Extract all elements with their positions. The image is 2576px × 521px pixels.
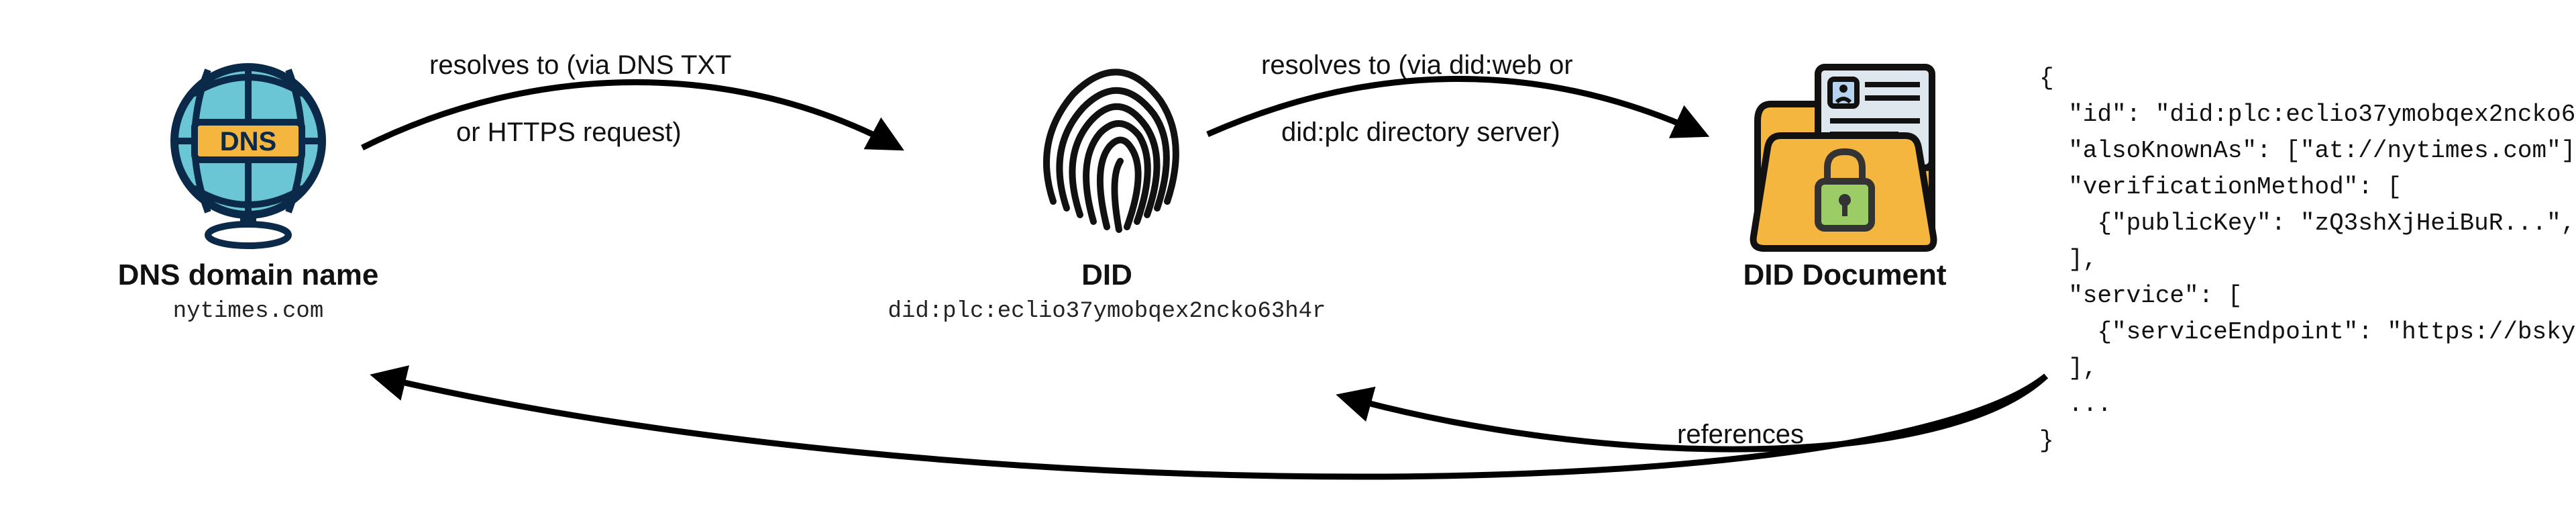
json-line: {"publicKey": "zQ3shXjHeiBuR...", ...} — [2039, 209, 2576, 237]
dns-globe-icon: DNS — [161, 54, 335, 258]
json-line: ], — [2039, 354, 2097, 382]
edge-did-doc-label-line2: did:plc directory server) — [1281, 114, 1560, 150]
node-diddoc: DID Document — [1677, 47, 2012, 292]
json-line: ... — [2039, 391, 2112, 418]
json-line: "alsoKnownAs": ["at://nytimes.com"], — [2039, 137, 2576, 164]
node-dns-title: DNS domain name — [80, 258, 416, 292]
node-dns: DNS DNS domain name nytimes.com — [80, 54, 416, 324]
json-line: "verificationMethod": [ — [2039, 173, 2402, 201]
node-diddoc-title: DID Document — [1677, 258, 2012, 292]
node-did-title: DID — [872, 258, 1342, 292]
json-line: } — [2039, 427, 2054, 455]
node-did-subtitle: did:plc:eclio37ymobqex2ncko63h4r — [872, 299, 1342, 324]
secure-document-icon — [1744, 47, 1945, 258]
json-line: ], — [2039, 246, 2097, 273]
json-line: { — [2039, 64, 2054, 92]
node-dns-subtitle: nytimes.com — [80, 299, 416, 324]
svg-text:DNS: DNS — [220, 127, 276, 156]
diddoc-json-snippet: { "id": "did:plc:eclio37ymobqex2ncko63h4… — [2039, 60, 2576, 459]
json-line: {"serviceEndpoint": "https://bsky.social… — [2039, 318, 2576, 346]
edge-dns-did-label-line2: or HTTPS request) — [456, 114, 682, 150]
diagram-stage: DNS DNS domain name nytimes.com DID did:… — [0, 0, 2576, 521]
fingerprint-icon — [1020, 54, 1194, 258]
node-did: DID did:plc:eclio37ymobqex2ncko63h4r — [872, 54, 1342, 324]
json-line: "service": [ — [2039, 282, 2242, 310]
edge-dns-did-label-line1: resolves to (via DNS TXT — [429, 47, 732, 83]
edge-references-label: references — [1677, 416, 1804, 453]
edge-did-doc-label-line1: resolves to (via did:web or — [1261, 47, 1573, 83]
json-line: "id": "did:plc:eclio37ymobqex2ncko63h4r"… — [2039, 101, 2576, 128]
